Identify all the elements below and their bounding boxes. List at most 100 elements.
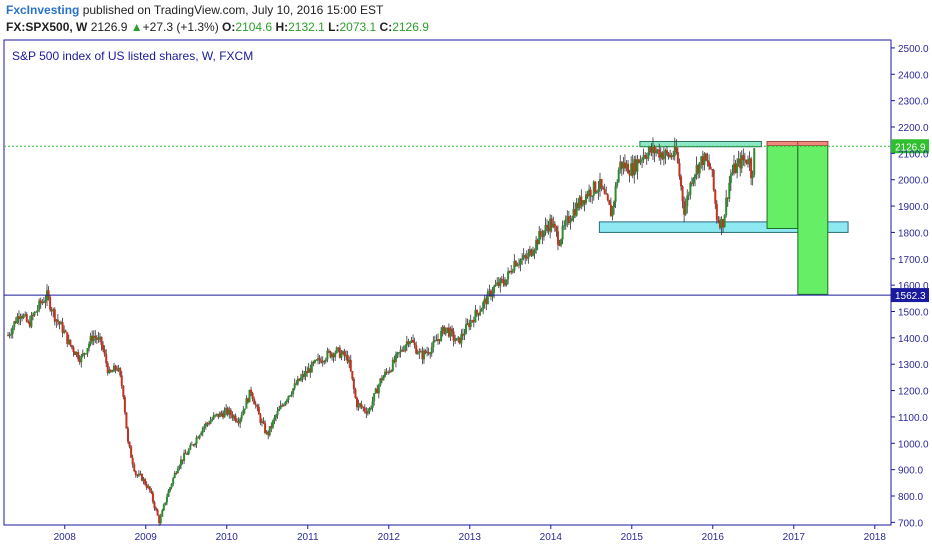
candle-body [488,290,491,292]
candle-body [746,163,749,165]
y-tick-label: 700.0 [898,518,923,529]
price-chart[interactable]: S&P 500 index of US listed shares, W, FX… [0,38,932,550]
candle-body [159,516,162,524]
candle-body [226,407,229,415]
candle-body [394,354,397,362]
x-tick-label: 2010 [216,532,239,543]
candle-body [454,340,457,342]
candle-body [723,214,726,228]
candle-body [197,437,200,439]
candle-body [505,279,508,286]
candle-body [388,370,391,373]
close-value: 2126.9 [392,20,429,34]
publish-info: FxcInvesting published on TradingView.co… [6,3,383,17]
candle-body [98,336,101,338]
candle-body [192,444,195,446]
candle-body [569,220,572,224]
candle-body [469,320,472,328]
candle-body [173,472,176,478]
candle-body [697,165,700,174]
candle-body [81,353,84,356]
candle-body [318,358,321,361]
author-link[interactable]: FxcInvesting [6,3,80,17]
candle-body [566,216,569,220]
candle-body [499,278,502,287]
candle-body [237,421,240,424]
candle-body [432,341,435,348]
candle-body [650,147,653,153]
candle-body [482,302,485,309]
candle-body [88,343,91,349]
candle-body [360,404,363,408]
x-tick-label: 2015 [621,532,644,543]
candle-body [232,415,235,419]
x-tick-label: 2012 [378,532,401,543]
y-tick-label: 900.0 [898,466,923,477]
price-axis[interactable]: 2500.0 2400.0 2300.0 2200.0 2100.0 2000.0 1900… [891,44,929,529]
candle-body [704,153,707,161]
candle-body [74,351,77,355]
y-tick-label: 1200.0 [898,387,929,398]
candle-body [535,239,538,250]
candle-body [323,361,326,363]
candle-body [404,345,407,351]
candle-body [606,194,609,201]
candle-body [170,484,173,488]
candle-body [734,163,737,174]
candle-body [80,355,83,363]
candle-body [304,371,307,377]
x-tick-label: 2011 [297,532,319,543]
candle-body [426,351,429,353]
candle-body [374,388,377,394]
candle-body [327,350,330,352]
candle-body [577,202,580,209]
candle-body [527,252,530,259]
candle-body [507,271,510,280]
candle-body [732,163,735,173]
candle-body [556,231,559,245]
candle-body [259,414,262,423]
candle-body [550,218,553,228]
candle-body [309,368,312,373]
candle-body [178,465,181,469]
candle-body [692,178,695,184]
y-tick-label: 1300.0 [898,360,929,371]
candle-body [298,378,301,381]
candle-body [594,181,597,193]
candle-body [694,174,697,179]
candle-body [95,337,98,340]
candle-body [415,345,418,354]
plot-frame [3,39,892,526]
candle-body [413,342,416,346]
resistance-zone [639,140,762,148]
candle-body [150,490,153,493]
candle-body [64,330,67,333]
candle-body [41,301,44,304]
candle-body [546,224,549,228]
candle-body [722,219,725,228]
candle-body [215,413,218,415]
candle-body [519,259,522,265]
candle-body [131,457,134,465]
candle-body [605,193,608,195]
candle-body [69,339,72,346]
candle-body [70,345,73,348]
time-axis[interactable]: 2008 2009 2010 2011 2012 2013 2014 2015 2016 2017… [54,525,887,543]
candle-body [433,340,436,342]
symbol-label[interactable]: FX:SPX500, W [6,20,88,34]
candle-body [567,216,570,224]
candle-body [351,371,354,379]
candle-body [317,358,320,360]
candle-body [289,395,292,397]
candle-body [651,146,654,153]
candle-body [465,323,468,334]
candle-body [742,155,745,161]
open-label: O: [222,20,236,34]
candle-body [460,333,463,344]
candle-body [10,333,13,335]
candle-body [658,149,661,158]
candle-body [380,378,383,381]
candle-body [35,311,38,313]
candle-body [184,453,187,455]
candle-body [538,231,541,245]
